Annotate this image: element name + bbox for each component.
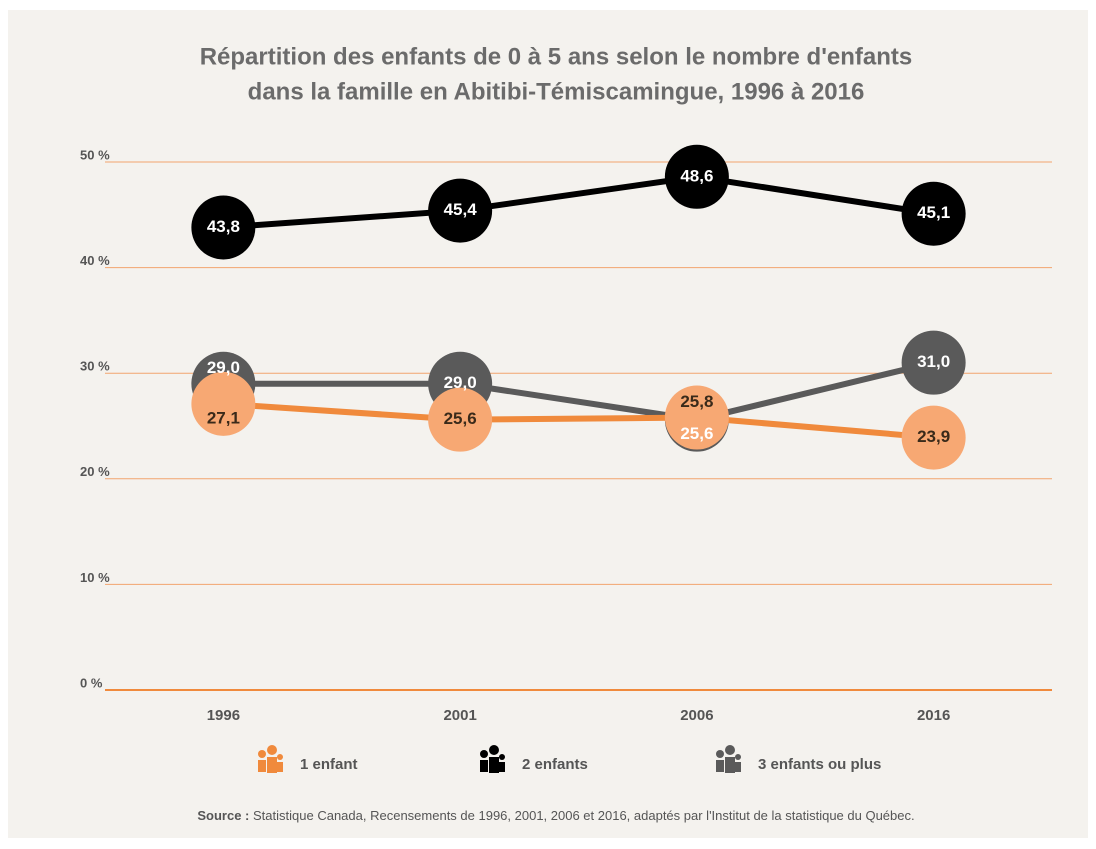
x-tick-label: 2001: [443, 707, 476, 724]
icon-body: [716, 760, 724, 772]
value-label: 31,0: [917, 352, 950, 371]
marker: [664, 385, 729, 450]
icon-body: [499, 762, 505, 772]
legend-label: 2 enfants: [522, 756, 588, 773]
marker: [664, 144, 729, 209]
value-label: 27,1: [207, 408, 240, 427]
series-line: [223, 359, 935, 423]
value-label: 25,6: [444, 409, 477, 428]
icon-body: [277, 762, 283, 772]
chart-title: Répartition des enfants de 0 à 5 ans sel…: [200, 43, 913, 70]
icon-head: [735, 754, 741, 760]
marker: [901, 405, 966, 470]
marker: [428, 387, 493, 452]
icon-head: [267, 745, 277, 755]
value-label: 29,0: [207, 358, 240, 377]
marker: [191, 371, 256, 436]
icon-body: [480, 760, 488, 772]
y-tick-label: 20 %: [80, 464, 110, 479]
icon-head: [499, 754, 505, 760]
value-label: 29,0: [444, 373, 477, 392]
source: Source : Statistique Canada, Recensement…: [197, 808, 914, 823]
value-label: 43,8: [207, 217, 240, 236]
y-tick-label: 0 %: [80, 675, 103, 690]
legend-icon: [258, 745, 283, 773]
icon-head: [489, 745, 499, 755]
marker: [901, 181, 966, 246]
legend-icon: [480, 745, 505, 773]
icon-head: [258, 750, 266, 758]
source-label: Source :: [197, 808, 249, 823]
icon-head: [277, 754, 283, 760]
icon-head: [480, 750, 488, 758]
value-label: 45,1: [917, 203, 950, 222]
x-tick-label: 2006: [680, 707, 713, 724]
icon-body: [735, 762, 741, 772]
value-label: 48,6: [680, 166, 713, 185]
y-tick-label: 40 %: [80, 253, 110, 268]
value-label: 25,6: [680, 424, 713, 443]
icon-head: [716, 750, 724, 758]
x-tick-label: 2016: [917, 707, 950, 724]
icon-body: [489, 757, 499, 773]
marker: [191, 195, 256, 260]
value-label: 23,9: [917, 427, 950, 446]
marker: [428, 178, 493, 243]
value-label: 45,4: [444, 200, 478, 219]
legend-label: 3 enfants ou plus: [758, 756, 881, 773]
chart-title: dans la famille en Abitibi-Témiscamingue…: [248, 78, 865, 105]
icon-head: [725, 745, 735, 755]
icon-body: [725, 757, 735, 773]
y-tick-label: 50 %: [80, 147, 110, 162]
marker: [901, 330, 966, 395]
y-tick-label: 30 %: [80, 359, 110, 374]
source-text: Statistique Canada, Recensements de 1996…: [253, 808, 915, 823]
icon-body: [258, 760, 266, 772]
series-line: [223, 173, 935, 231]
y-tick-label: 10 %: [80, 570, 110, 585]
x-tick-label: 1996: [207, 707, 240, 724]
legend-label: 1 enfant: [300, 756, 358, 773]
legend-icon: [716, 745, 741, 773]
series-line: [223, 400, 934, 441]
value-label: 25,8: [680, 392, 713, 411]
icon-body: [267, 757, 277, 773]
